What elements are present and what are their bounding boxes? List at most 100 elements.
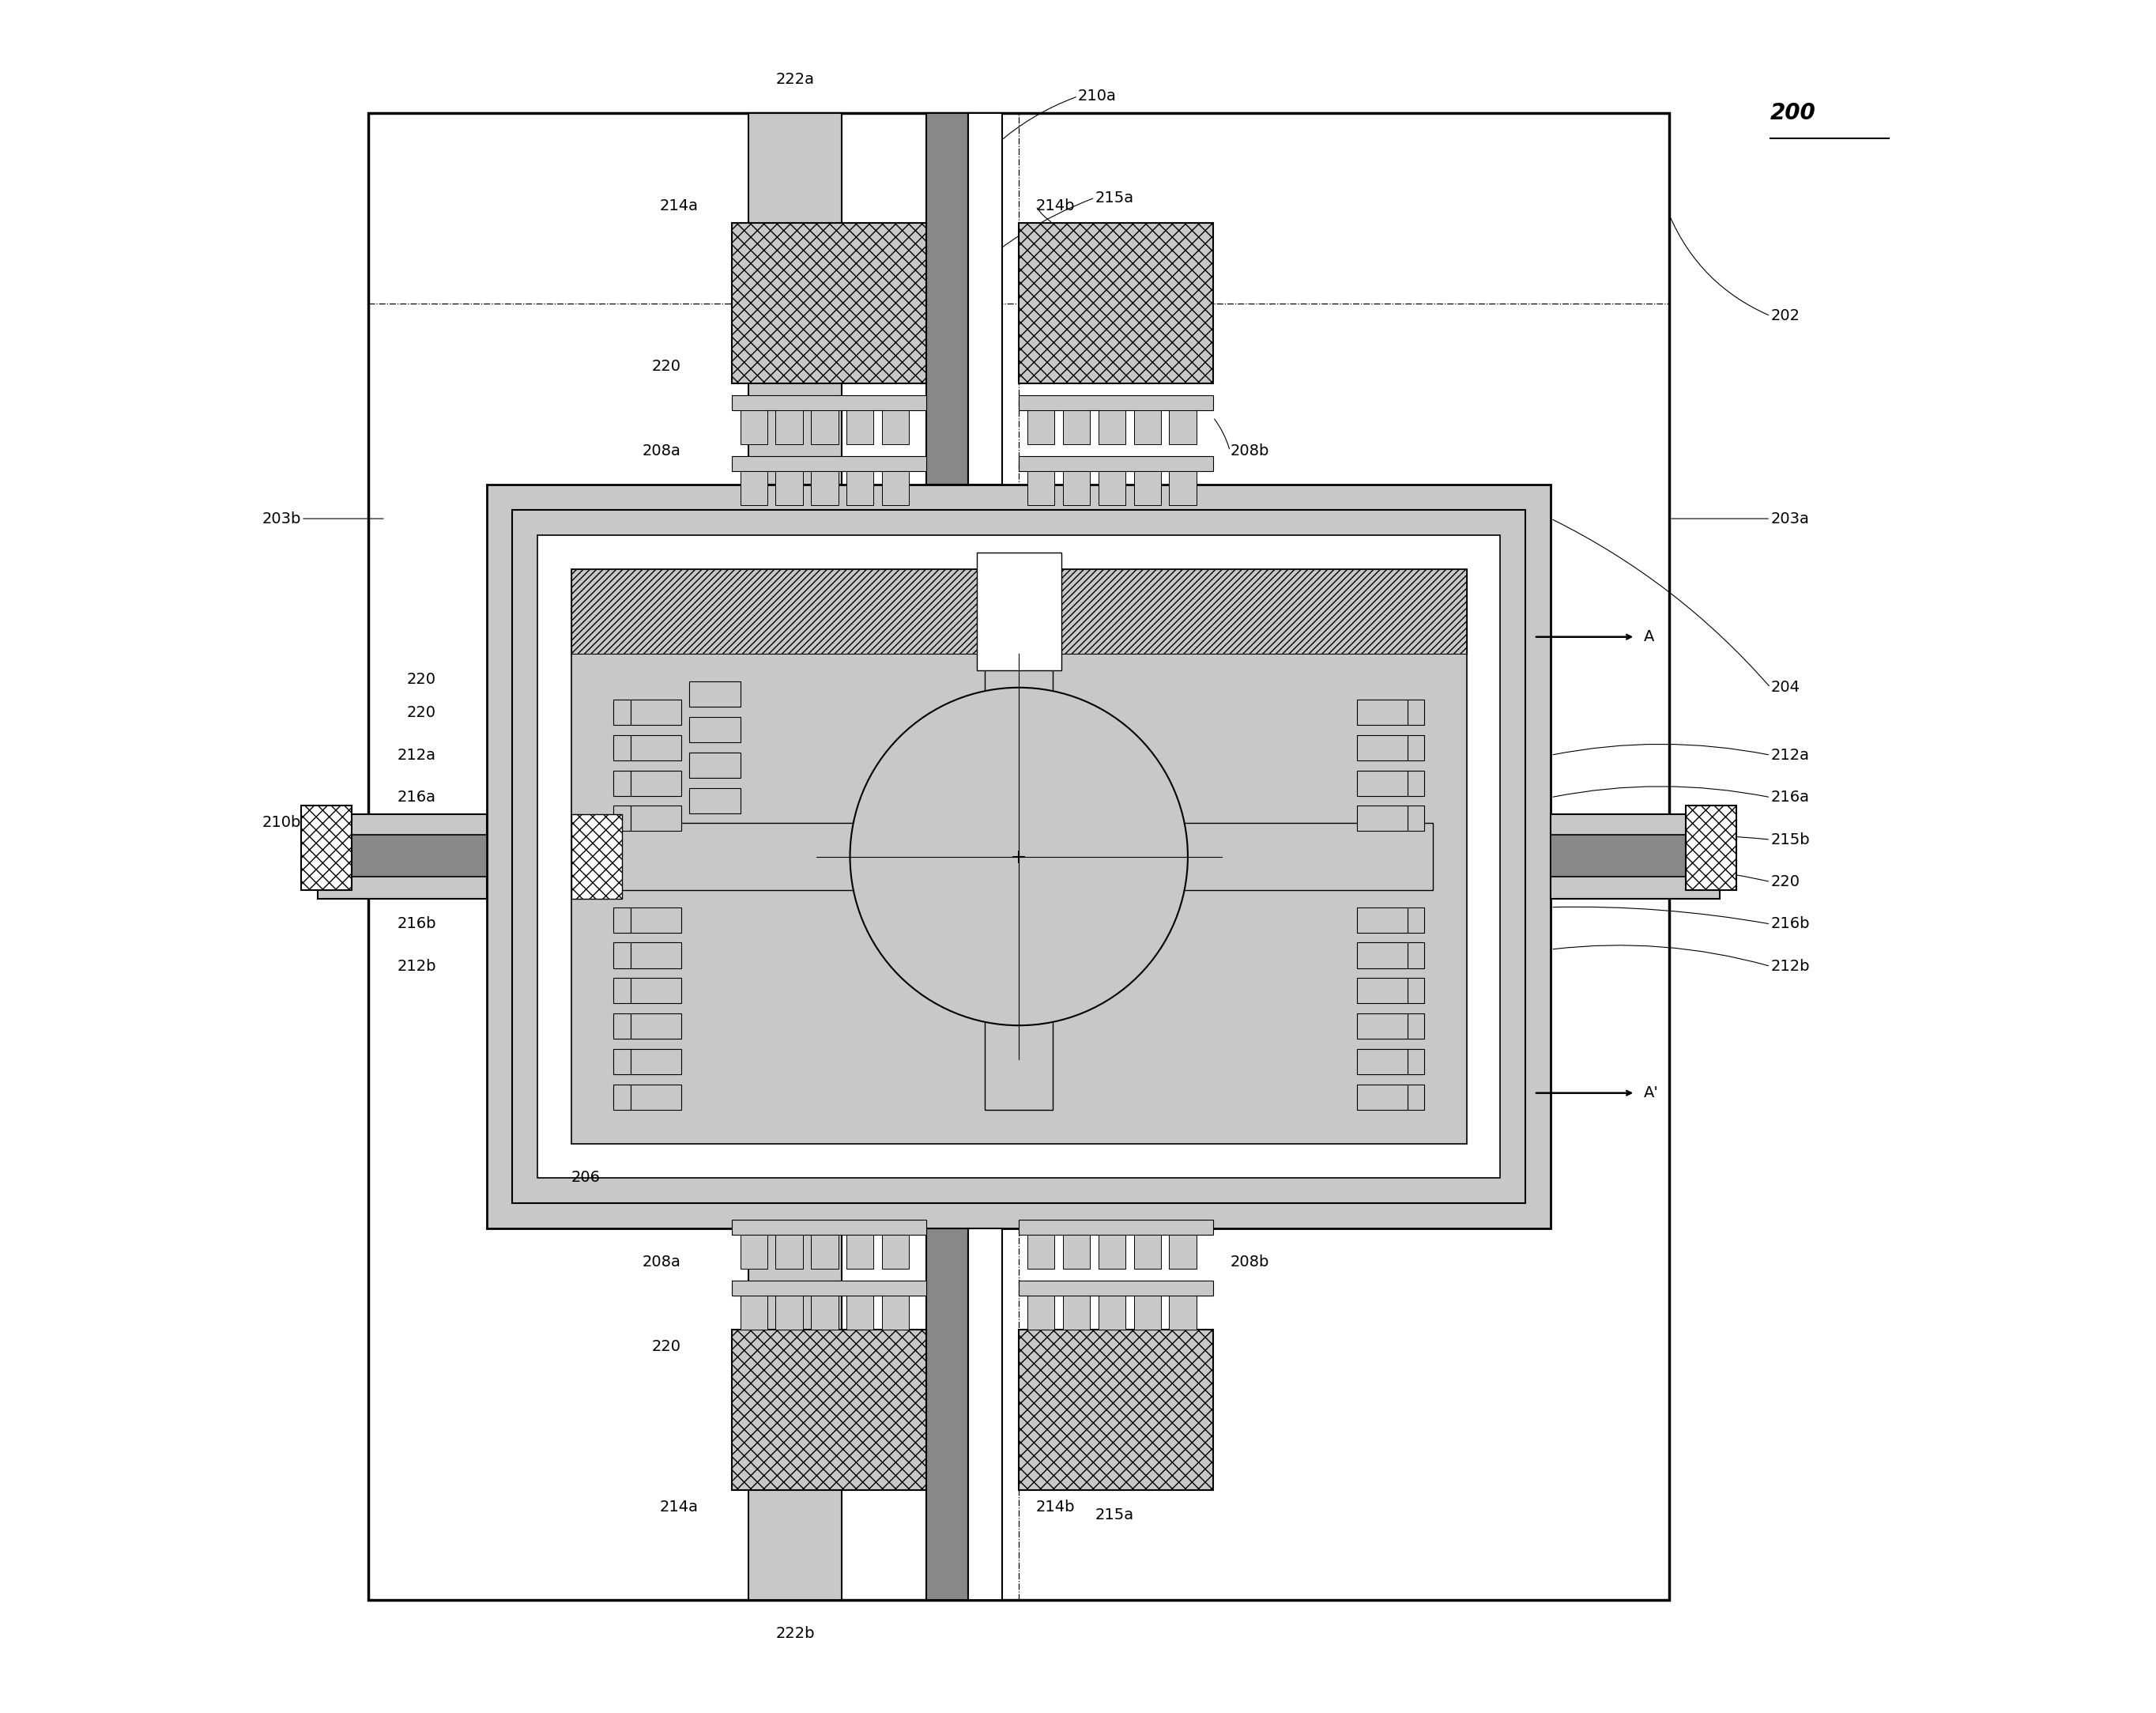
Bar xyxy=(882,1235,910,1269)
Bar xyxy=(351,834,487,877)
Bar xyxy=(1026,1295,1054,1329)
Bar xyxy=(740,411,768,444)
Bar xyxy=(847,1295,873,1329)
Text: 212a: 212a xyxy=(397,747,436,762)
Text: 206: 206 xyxy=(571,1170,602,1185)
Bar xyxy=(1020,396,1214,411)
Bar xyxy=(1169,1235,1197,1269)
Bar xyxy=(731,1329,925,1490)
Bar xyxy=(748,1228,841,1600)
Text: 222a: 222a xyxy=(776,72,815,87)
Bar xyxy=(968,113,1003,485)
Bar xyxy=(1063,411,1089,444)
Text: 214a: 214a xyxy=(660,199,699,214)
Text: 220: 220 xyxy=(407,706,436,721)
Bar xyxy=(925,1228,968,1600)
Bar xyxy=(1097,1235,1125,1269)
Text: 220: 220 xyxy=(407,671,436,687)
Bar xyxy=(317,814,487,899)
Bar xyxy=(1063,1295,1089,1329)
Bar xyxy=(630,735,681,761)
Bar xyxy=(1020,223,1214,384)
Text: 220: 220 xyxy=(651,1340,681,1353)
Text: A': A' xyxy=(1643,1086,1658,1100)
Bar xyxy=(740,1295,768,1329)
Bar xyxy=(776,1235,802,1269)
Bar xyxy=(630,1048,681,1074)
Bar xyxy=(1134,1235,1160,1269)
Bar xyxy=(537,536,1501,1177)
Text: 208b: 208b xyxy=(1231,1254,1270,1269)
Bar xyxy=(1550,814,1720,899)
Bar xyxy=(302,805,351,891)
Bar xyxy=(614,1014,630,1040)
Text: 220: 220 xyxy=(1770,874,1800,889)
Bar xyxy=(487,485,1550,1228)
Text: 220: 220 xyxy=(651,360,681,373)
Bar xyxy=(882,411,910,444)
Bar xyxy=(1356,1084,1408,1110)
Bar xyxy=(731,396,925,411)
Bar xyxy=(748,113,841,485)
Text: 212b: 212b xyxy=(1770,959,1809,973)
Bar xyxy=(977,552,1061,671)
Bar xyxy=(1020,1281,1214,1295)
Bar xyxy=(614,699,630,725)
Bar xyxy=(571,814,621,899)
Bar xyxy=(1356,908,1408,932)
Text: 215a: 215a xyxy=(1095,1507,1134,1523)
Bar xyxy=(1063,1235,1089,1269)
Bar xyxy=(1097,471,1125,505)
Bar xyxy=(690,718,740,742)
Bar xyxy=(630,771,681,795)
Text: 208b: 208b xyxy=(1231,444,1270,459)
Text: 216a: 216a xyxy=(397,790,436,805)
Bar xyxy=(614,1048,630,1074)
Bar xyxy=(571,569,1466,1144)
Bar xyxy=(1550,834,1686,877)
Bar xyxy=(968,1228,1003,1600)
Bar xyxy=(606,822,1434,891)
Text: 214b: 214b xyxy=(1035,199,1076,214)
Bar xyxy=(1408,699,1425,725)
Bar xyxy=(1026,1235,1054,1269)
Text: 203a: 203a xyxy=(1770,510,1809,526)
Bar xyxy=(1020,1329,1214,1490)
Text: A: A xyxy=(1643,629,1654,644)
Bar xyxy=(1026,411,1054,444)
Bar xyxy=(811,471,839,505)
Bar xyxy=(731,456,925,471)
Bar xyxy=(1356,942,1408,968)
Bar xyxy=(1169,411,1197,444)
Bar xyxy=(1408,1014,1425,1040)
Text: 212b: 212b xyxy=(397,959,436,973)
Bar xyxy=(1356,978,1408,1004)
Bar xyxy=(614,735,630,761)
Bar xyxy=(1097,1295,1125,1329)
Bar xyxy=(776,411,802,444)
Bar xyxy=(731,1220,925,1235)
Bar xyxy=(1408,805,1425,831)
Bar xyxy=(731,223,925,384)
Bar xyxy=(1020,1220,1214,1235)
Bar xyxy=(925,113,968,485)
Bar xyxy=(1408,1048,1425,1074)
Bar xyxy=(1134,411,1160,444)
Bar xyxy=(811,1235,839,1269)
Bar xyxy=(1134,471,1160,505)
Bar xyxy=(614,805,630,831)
Bar xyxy=(847,471,873,505)
Text: 202: 202 xyxy=(1770,308,1800,324)
Text: 210a: 210a xyxy=(1078,89,1117,104)
Bar xyxy=(882,471,910,505)
Bar xyxy=(369,113,1669,1600)
Text: 204: 204 xyxy=(1770,680,1800,695)
Bar xyxy=(1408,908,1425,932)
Bar xyxy=(690,788,740,814)
Bar xyxy=(513,510,1526,1203)
Bar xyxy=(811,411,839,444)
Text: 222b: 222b xyxy=(776,1626,815,1641)
Bar xyxy=(740,1235,768,1269)
Bar xyxy=(985,603,1052,1110)
Bar xyxy=(1356,1014,1408,1040)
